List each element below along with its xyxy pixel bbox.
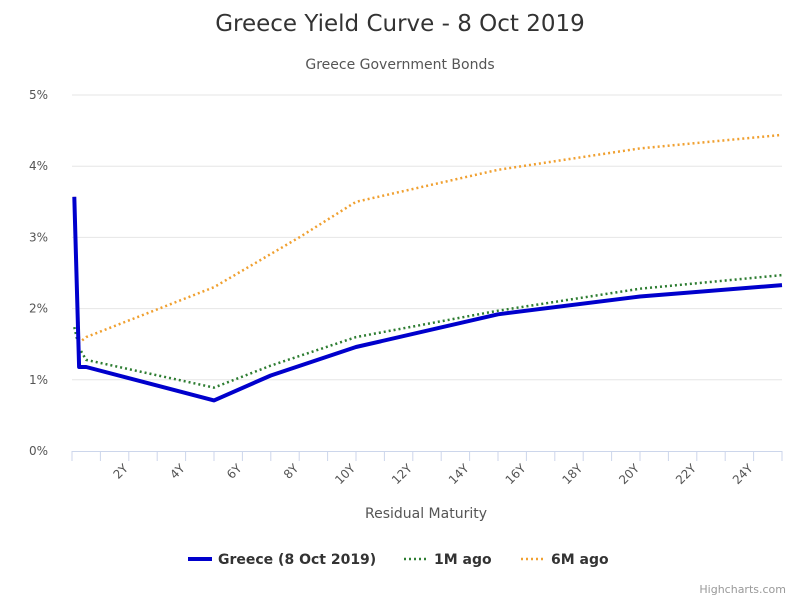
x-tick-label: 16Y [503,461,529,487]
legend-item-1[interactable]: 1M ago [404,552,492,568]
x-tick-label: 14Y [446,461,472,487]
x-axis: 2Y 4Y 6Y 8Y 10Y 12Y 14Y 16Y 18Y 20Y 22Y 24Y [71,451,783,487]
credits-link[interactable]: Highcharts.com [699,583,786,596]
y-tick-label: 1% [29,373,48,387]
chart-title: Greece Yield Curve - 8 Oct 2019 [215,11,585,37]
x-tick-label: 12Y [389,461,415,487]
x-tick-label: 2Y [110,461,131,482]
x-axis-title: Residual Maturity [365,506,487,522]
series-line-1[interactable] [73,273,783,389]
y-tick-label: 5% [29,88,48,102]
y-tick-label: 0% [29,444,48,458]
grid-lines [72,94,782,381]
x-tick-label: 10Y [332,461,358,487]
x-tick-label: 18Y [559,461,585,487]
y-tick-label: 3% [29,230,48,244]
legend-label: Greece (8 Oct 2019) [218,552,376,568]
legend-label: 6M ago [551,552,609,568]
plot-series [72,133,783,403]
y-tick-label: 2% [29,302,48,316]
x-tick-label: 8Y [281,461,302,482]
series-line-0[interactable] [72,196,783,403]
legend: Greece (8 Oct 2019) 1M ago 6M ago [188,552,609,568]
y-axis-labels: 0% 1% 2% 3% 4% 5% [29,88,48,458]
x-tick-label: 4Y [167,461,188,482]
x-tick-label: 24Y [730,461,756,487]
series-line-2[interactable] [73,133,783,345]
chart-subtitle: Greece Government Bonds [305,57,494,73]
x-tick-label: 22Y [673,461,699,487]
x-tick-label: 6Y [224,461,245,482]
legend-item-0[interactable]: Greece (8 Oct 2019) [188,552,376,568]
legend-item-2[interactable]: 6M ago [521,552,609,568]
legend-label: 1M ago [434,552,492,568]
y-tick-label: 4% [29,159,48,173]
x-tick-label: 20Y [616,461,642,487]
